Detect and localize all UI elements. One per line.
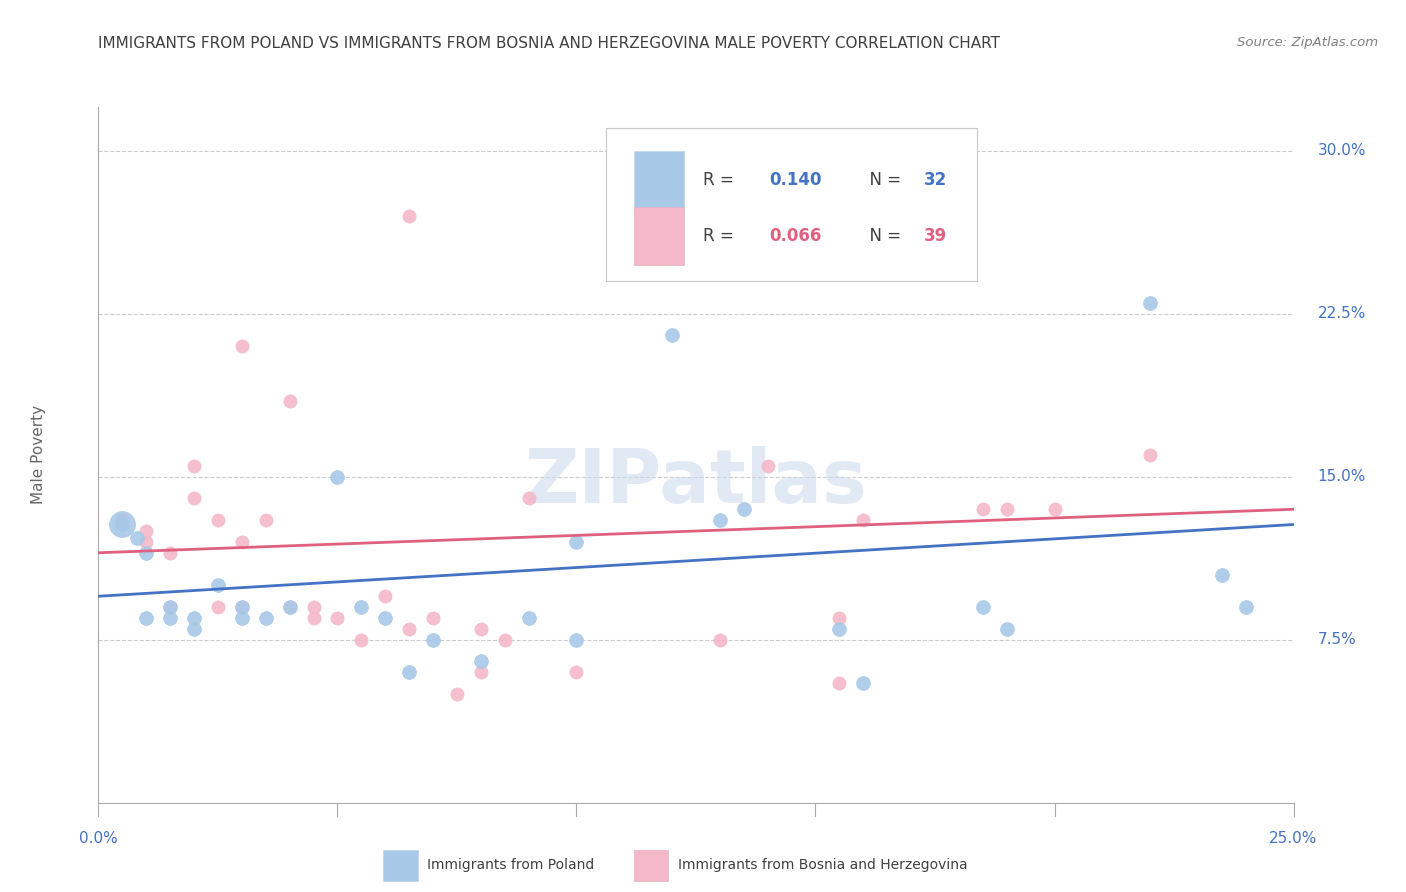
Point xyxy=(302,611,325,625)
Point xyxy=(326,469,349,483)
Point xyxy=(231,600,253,615)
Point xyxy=(446,687,468,701)
Point xyxy=(995,622,1018,636)
Point xyxy=(422,611,444,625)
Point xyxy=(125,531,148,545)
Point xyxy=(350,600,373,615)
Point xyxy=(159,611,181,625)
Text: Male Poverty: Male Poverty xyxy=(31,405,46,505)
Point xyxy=(159,600,181,615)
Point xyxy=(374,611,396,625)
Point xyxy=(159,600,181,615)
Point xyxy=(207,600,229,615)
Point xyxy=(135,524,157,538)
Text: Immigrants from Bosnia and Herzegovina: Immigrants from Bosnia and Herzegovina xyxy=(678,858,967,872)
Point xyxy=(302,600,325,615)
Point xyxy=(1234,600,1257,615)
Text: N =: N = xyxy=(859,171,905,189)
Text: N =: N = xyxy=(859,227,905,244)
Point xyxy=(828,622,851,636)
Point xyxy=(422,632,444,647)
Text: 25.0%: 25.0% xyxy=(1270,830,1317,846)
Point xyxy=(828,676,851,690)
Point xyxy=(517,491,540,506)
Point xyxy=(231,600,253,615)
Point xyxy=(470,665,492,680)
FancyBboxPatch shape xyxy=(634,207,685,265)
Point xyxy=(111,517,134,532)
Point xyxy=(254,513,277,527)
Point xyxy=(278,393,301,408)
Point xyxy=(183,458,205,473)
Point xyxy=(565,632,588,647)
Text: IMMIGRANTS FROM POLAND VS IMMIGRANTS FROM BOSNIA AND HERZEGOVINA MALE POVERTY CO: IMMIGRANTS FROM POLAND VS IMMIGRANTS FRO… xyxy=(98,36,1001,51)
Point xyxy=(207,578,229,592)
Point xyxy=(183,611,205,625)
FancyBboxPatch shape xyxy=(606,128,977,281)
Point xyxy=(1043,502,1066,516)
Point xyxy=(111,513,134,527)
Point xyxy=(972,502,994,516)
Point xyxy=(517,611,540,625)
Point xyxy=(231,535,253,549)
Point xyxy=(398,209,420,223)
Point xyxy=(135,535,157,549)
Point xyxy=(231,611,253,625)
Point xyxy=(183,622,205,636)
Point xyxy=(326,611,349,625)
Text: ZIPatlas: ZIPatlas xyxy=(524,446,868,519)
Point xyxy=(709,632,731,647)
Point xyxy=(278,600,301,615)
Point xyxy=(159,546,181,560)
Point xyxy=(254,611,277,625)
Text: R =: R = xyxy=(703,227,740,244)
Point xyxy=(470,655,492,669)
Point xyxy=(374,589,396,603)
Point xyxy=(852,676,875,690)
Point xyxy=(470,622,492,636)
Point xyxy=(350,632,373,647)
Text: 32: 32 xyxy=(924,171,948,189)
Point xyxy=(756,458,779,473)
Point xyxy=(183,491,205,506)
Point xyxy=(207,513,229,527)
Point xyxy=(995,502,1018,516)
Point xyxy=(565,535,588,549)
Text: R =: R = xyxy=(703,171,740,189)
Point xyxy=(565,665,588,680)
Point xyxy=(637,219,659,234)
Text: 7.5%: 7.5% xyxy=(1317,632,1357,648)
FancyBboxPatch shape xyxy=(382,850,418,880)
Point xyxy=(709,513,731,527)
Point xyxy=(828,611,851,625)
Text: 0.0%: 0.0% xyxy=(79,830,118,846)
FancyBboxPatch shape xyxy=(634,850,668,880)
Point xyxy=(278,600,301,615)
Point xyxy=(398,622,420,636)
Point xyxy=(135,546,157,560)
Text: Immigrants from Poland: Immigrants from Poland xyxy=(427,858,595,872)
Text: 30.0%: 30.0% xyxy=(1317,143,1365,158)
Point xyxy=(661,328,683,343)
Point xyxy=(398,665,420,680)
Point xyxy=(1211,567,1233,582)
Point xyxy=(111,517,134,532)
Text: 0.066: 0.066 xyxy=(769,227,821,244)
FancyBboxPatch shape xyxy=(634,151,685,210)
Point xyxy=(852,513,875,527)
Point xyxy=(972,600,994,615)
Point xyxy=(1139,295,1161,310)
Text: 0.140: 0.140 xyxy=(769,171,821,189)
Point xyxy=(494,632,516,647)
Point xyxy=(733,502,755,516)
Text: Source: ZipAtlas.com: Source: ZipAtlas.com xyxy=(1237,36,1378,49)
Text: 22.5%: 22.5% xyxy=(1317,306,1365,321)
Point xyxy=(135,611,157,625)
Text: 15.0%: 15.0% xyxy=(1317,469,1365,484)
Text: 39: 39 xyxy=(924,227,948,244)
Point xyxy=(1139,448,1161,462)
Point xyxy=(231,339,253,353)
